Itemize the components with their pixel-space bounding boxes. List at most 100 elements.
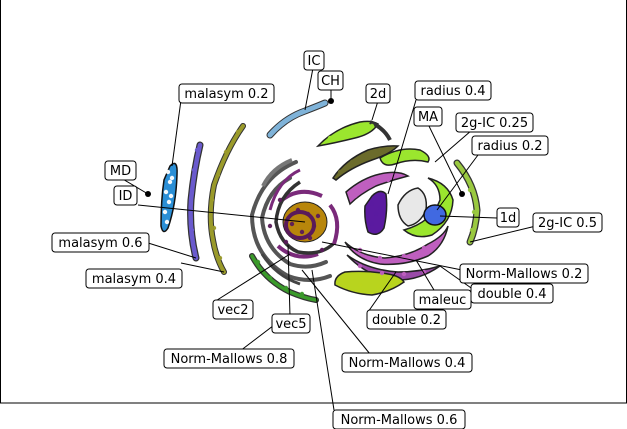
cluster-radius04 <box>331 145 400 181</box>
label-double02: double 0.2 <box>366 309 447 330</box>
point-double02-0 <box>342 277 348 283</box>
point-maleuc-4 <box>377 255 383 261</box>
point-d2-2 <box>357 125 363 131</box>
point-id-4 <box>289 221 295 227</box>
label-id: ID <box>113 185 138 206</box>
point-d2-0 <box>327 135 333 141</box>
point-ma-0 <box>389 155 395 161</box>
point-id-2 <box>311 223 317 229</box>
point-malasym02-1 <box>191 167 197 173</box>
label-ch-text: CH <box>321 74 340 89</box>
point-radius02-0 <box>369 201 375 207</box>
point-maleuc-6 <box>421 245 427 251</box>
label-2g-ic05-text: 2g-IC 0.5 <box>538 216 597 231</box>
label-malasym02: malasym 0.2 <box>178 83 275 104</box>
label-malasym02-text: malasym 0.2 <box>184 87 268 102</box>
point-radius04-1 <box>349 159 355 165</box>
point-id-1 <box>305 211 311 217</box>
cluster-ma <box>379 148 430 166</box>
point-ma-2 <box>415 153 421 159</box>
point-id-6 <box>315 213 321 219</box>
point-vec2-3 <box>299 291 305 297</box>
scatter-points <box>162 123 477 297</box>
label-2d: 2d <box>365 83 391 104</box>
point-ma-1 <box>403 151 409 157</box>
point-vec2-0 <box>255 259 261 265</box>
label-md: MD <box>104 160 137 181</box>
label-nm08: Norm-Mallows 0.8 <box>163 348 295 369</box>
point-id-5 <box>307 235 313 241</box>
point-vec2-1 <box>267 275 273 281</box>
point-vec2-2 <box>283 285 289 291</box>
point-radius02-2 <box>369 221 375 227</box>
label-md-text: MD <box>110 164 131 179</box>
point-radius02-3 <box>377 205 383 211</box>
point-g2ic05-1 <box>471 209 477 215</box>
point-malasym06-2 <box>215 172 221 178</box>
label-id-text: ID <box>119 189 133 204</box>
label-nm02-text: Norm-Mallows 0.2 <box>466 267 583 282</box>
label-1d: 1d <box>496 207 520 228</box>
label-2d-text: 2d <box>370 87 387 102</box>
point-double02-3 <box>389 279 395 285</box>
point-md-4 <box>162 209 168 215</box>
label-maleuc: maleuc <box>413 289 472 310</box>
point-malasym06-4 <box>211 225 217 231</box>
label-2g-ic025-text: 2g-IC 0.25 <box>461 116 528 131</box>
label-nm06-text: Norm-Mallows 0.6 <box>341 413 458 428</box>
labels: IC CH malasym 0.2 2d radius 0.4 MA 2g-IC… <box>51 50 603 429</box>
point-md-0 <box>165 169 171 175</box>
label-vec5: vec5 <box>271 313 311 334</box>
label-vec2: vec2 <box>212 299 254 320</box>
point-radius02-1 <box>373 211 379 217</box>
label-vec5-text: vec5 <box>275 317 306 332</box>
label-radius02: radius 0.2 <box>471 135 549 156</box>
cluster-md <box>160 162 178 233</box>
point-md-2 <box>163 189 169 195</box>
point-malasym06-1 <box>223 149 229 155</box>
point-maleuc-1 <box>367 183 373 189</box>
label-malasym06-text: malasym 0.6 <box>58 236 142 251</box>
point-md-7 <box>168 193 174 199</box>
point-radius04-3 <box>377 147 383 153</box>
cluster-double02 <box>334 270 406 296</box>
label-nm06: Norm-Mallows 0.6 <box>332 409 466 429</box>
point-d2-1 <box>342 129 348 135</box>
point-malasym02-2 <box>189 187 195 193</box>
label-double04: double 0.4 <box>470 283 554 304</box>
label-2g-ic025: 2g-IC 0.25 <box>455 112 534 133</box>
label-ma: MA <box>413 106 443 127</box>
point-nm02-0 <box>357 263 363 269</box>
point-md-6 <box>169 175 175 181</box>
point-nm02-1 <box>379 270 385 276</box>
label-malasym04-text: malasym 0.4 <box>92 272 176 287</box>
point-double02-2 <box>375 283 381 289</box>
label-nm04-text: Norm-Mallows 0.4 <box>349 356 466 371</box>
point-maleuc-2 <box>385 177 391 183</box>
point-malasym02-4 <box>189 227 195 233</box>
label-maleuc-text: maleuc <box>419 293 467 308</box>
point-nm04-2 <box>319 247 325 253</box>
label-radius02-text: radius 0.2 <box>478 139 543 154</box>
point-md-3 <box>166 199 172 205</box>
label-malasym04: malasym 0.4 <box>85 268 183 289</box>
point-id-3 <box>299 229 305 235</box>
point-radius04-0 <box>337 169 343 175</box>
point-malasym02-5 <box>191 245 197 251</box>
point-nm04-3 <box>267 223 273 229</box>
point-double02-1 <box>357 282 363 288</box>
point-d2-3 <box>369 123 375 129</box>
cluster-1d <box>423 204 447 226</box>
point-malasym06-3 <box>209 197 215 203</box>
label-ic: IC <box>303 50 325 71</box>
point-g2ic05-0 <box>467 187 473 193</box>
point-nm02-2 <box>401 271 407 277</box>
point-radius04-2 <box>363 153 369 159</box>
label-malasym06: malasym 0.6 <box>51 232 150 253</box>
label-ma-text: MA <box>418 110 438 125</box>
anchor-dots <box>145 98 465 197</box>
point-nm04-0 <box>277 197 283 203</box>
label-nm08-text: Norm-Mallows 0.8 <box>171 352 288 367</box>
label-ch: CH <box>317 70 344 91</box>
point-maleuc-5 <box>401 253 407 259</box>
